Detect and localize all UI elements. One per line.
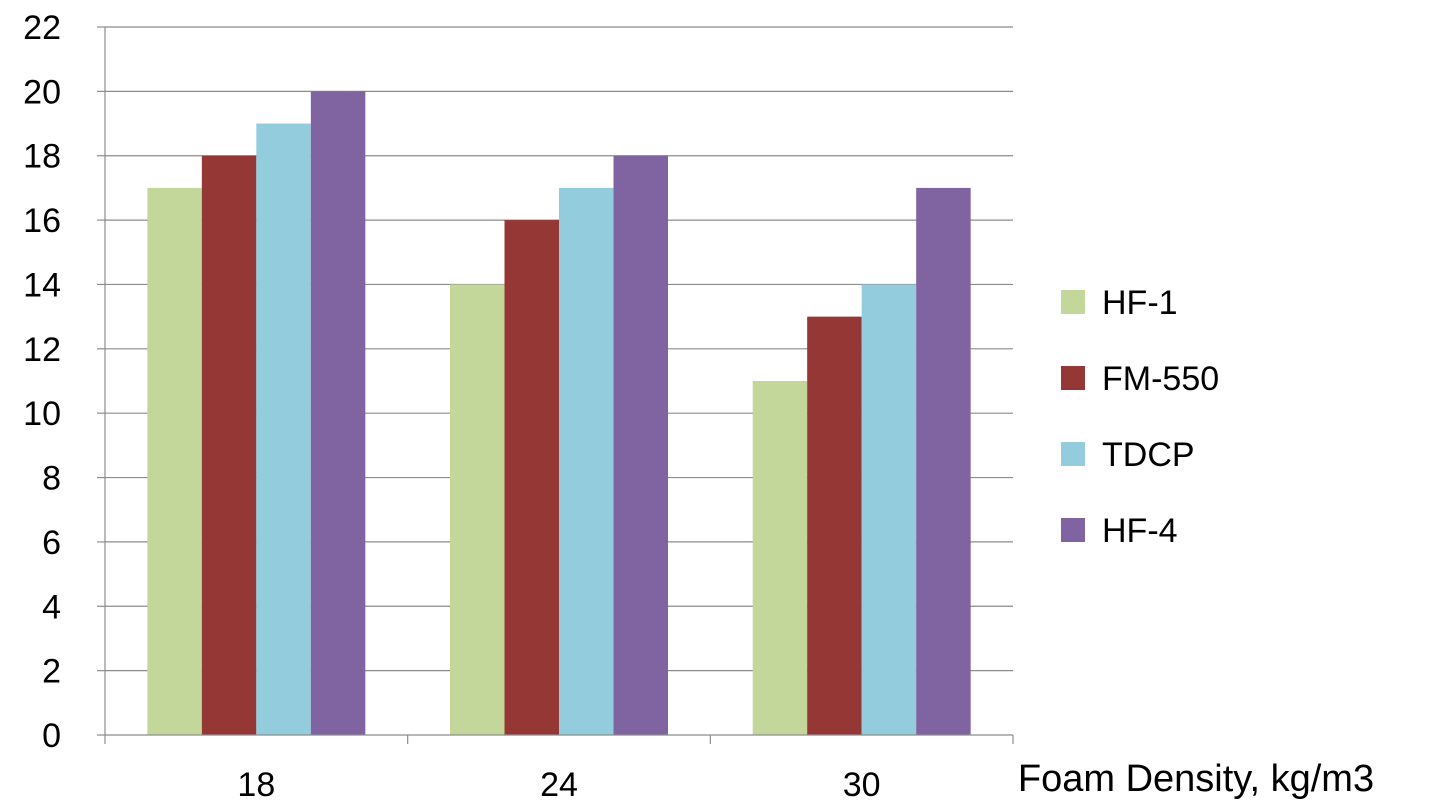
y-tick-label: 6 bbox=[42, 524, 61, 562]
bar-hf-4-18 bbox=[310, 91, 366, 735]
y-tick-label: 12 bbox=[23, 331, 61, 369]
y-tick-label: 2 bbox=[42, 653, 61, 691]
bar-hf-4-30 bbox=[916, 187, 971, 736]
legend-swatch bbox=[1061, 442, 1085, 466]
x-tick-label: 30 bbox=[843, 766, 881, 804]
bar-fm-550-24 bbox=[504, 220, 559, 735]
x-axis-ticks: 18 24 30 bbox=[104, 735, 1014, 804]
y-tick-label: 0 bbox=[42, 717, 61, 755]
x-tick-label: 24 bbox=[540, 766, 578, 804]
bar-hf-1-18 bbox=[147, 187, 202, 736]
legend-label: TDCP bbox=[1102, 436, 1195, 474]
legend-swatch bbox=[1061, 518, 1085, 542]
bars bbox=[147, 91, 971, 736]
legend-label: FM-550 bbox=[1102, 360, 1219, 398]
y-tick-label: 10 bbox=[23, 395, 61, 433]
legend-item-tdcp: TDCP bbox=[1061, 436, 1195, 474]
bar-fm-550-30 bbox=[807, 316, 862, 735]
legend: HF-1 FM-550 TDCP HF-4 bbox=[1061, 284, 1219, 550]
legend-item-fm-550: FM-550 bbox=[1061, 360, 1219, 398]
y-tick-label: 20 bbox=[23, 73, 61, 111]
legend-item-hf-1: HF-1 bbox=[1061, 284, 1178, 322]
y-axis-ticks: 0 2 4 6 8 10 12 14 16 18 20 22 bbox=[23, 9, 105, 755]
x-tick-label: 18 bbox=[237, 766, 275, 804]
y-tick-label: 16 bbox=[23, 202, 61, 240]
bar-hf-4-24 bbox=[613, 155, 668, 735]
bar-hf-1-30 bbox=[752, 381, 808, 735]
bar-fm-550-18 bbox=[201, 155, 257, 735]
y-tick-label: 14 bbox=[23, 266, 61, 304]
y-tick-label: 18 bbox=[23, 138, 61, 176]
legend-swatch bbox=[1061, 366, 1085, 390]
y-tick-label: 4 bbox=[42, 588, 61, 626]
axes bbox=[104, 27, 1013, 736]
legend-swatch bbox=[1061, 290, 1085, 314]
bar-tdcp-18 bbox=[256, 123, 311, 735]
y-tick-label: 22 bbox=[23, 9, 61, 47]
legend-label: HF-1 bbox=[1102, 284, 1178, 322]
legend-label: HF-4 bbox=[1102, 512, 1178, 550]
x-axis-title: Foam Density, kg/m3 bbox=[1018, 758, 1374, 800]
legend-item-hf-4: HF-4 bbox=[1061, 512, 1178, 550]
y-tick-label: 8 bbox=[42, 460, 61, 498]
bar-tdcp-24 bbox=[559, 187, 614, 736]
bar-hf-1-24 bbox=[450, 284, 505, 735]
bar-tdcp-30 bbox=[861, 284, 917, 735]
